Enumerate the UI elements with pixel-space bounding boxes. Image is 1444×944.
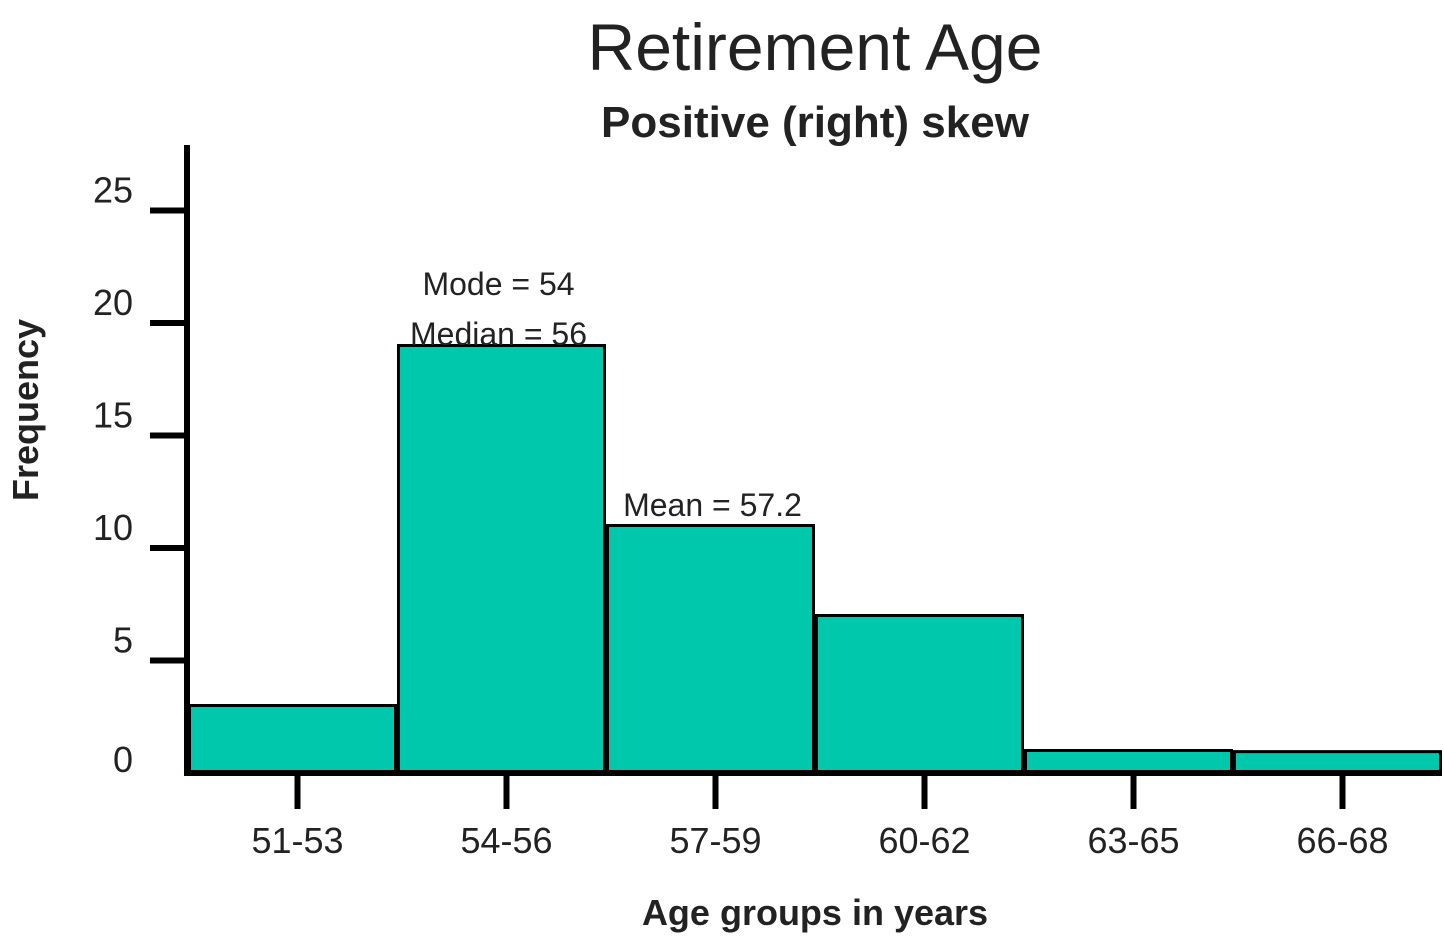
x-tick-label-60-62: 60-62 [878,820,970,861]
median-annotation: Median = 56 [410,316,587,352]
axes-layer [184,145,1442,776]
chart-subtitle: Positive (right) skew [601,98,1030,147]
x-tick-label-57-59: 57-59 [669,820,761,861]
mean-annotation: Mean = 57.2 [623,487,802,523]
y-tick-label-25: 25 [93,170,133,211]
x-tick-label-63-65: 63-65 [1087,820,1179,861]
bar-54-56 [397,344,606,775]
y-tick-label-20: 20 [93,282,133,323]
x-tick-label-66-68: 66-68 [1296,820,1388,861]
bar-63-65 [1024,749,1233,775]
x-tick-label-54-56: 54-56 [460,820,552,861]
bar-60-62 [815,614,1024,775]
bars-layer [188,344,1442,775]
annotations-layer: Mode = 54 Median = 56 Mean = 57.2 [410,266,802,523]
y-tick-label-10: 10 [93,507,133,548]
y-tick-label-5: 5 [113,620,133,661]
y-tick-label-0: 0 [113,739,133,780]
bar-66-68 [1233,750,1442,775]
chart-title: Retirement Age [588,10,1043,84]
bar-57-59 [606,524,815,775]
x-axis-label: Age groups in years [642,892,988,933]
bar-51-53 [188,704,397,775]
y-tick-label-15: 15 [93,395,133,436]
x-tick-label-51-53: 51-53 [251,820,343,861]
y-axis-label: Frequency [5,319,46,501]
mode-annotation: Mode = 54 [422,266,574,302]
ticks-layer: 0 5 10 15 20 25 51-53 54-56 57-59 60-62 63-65 66-68 [93,170,1389,862]
